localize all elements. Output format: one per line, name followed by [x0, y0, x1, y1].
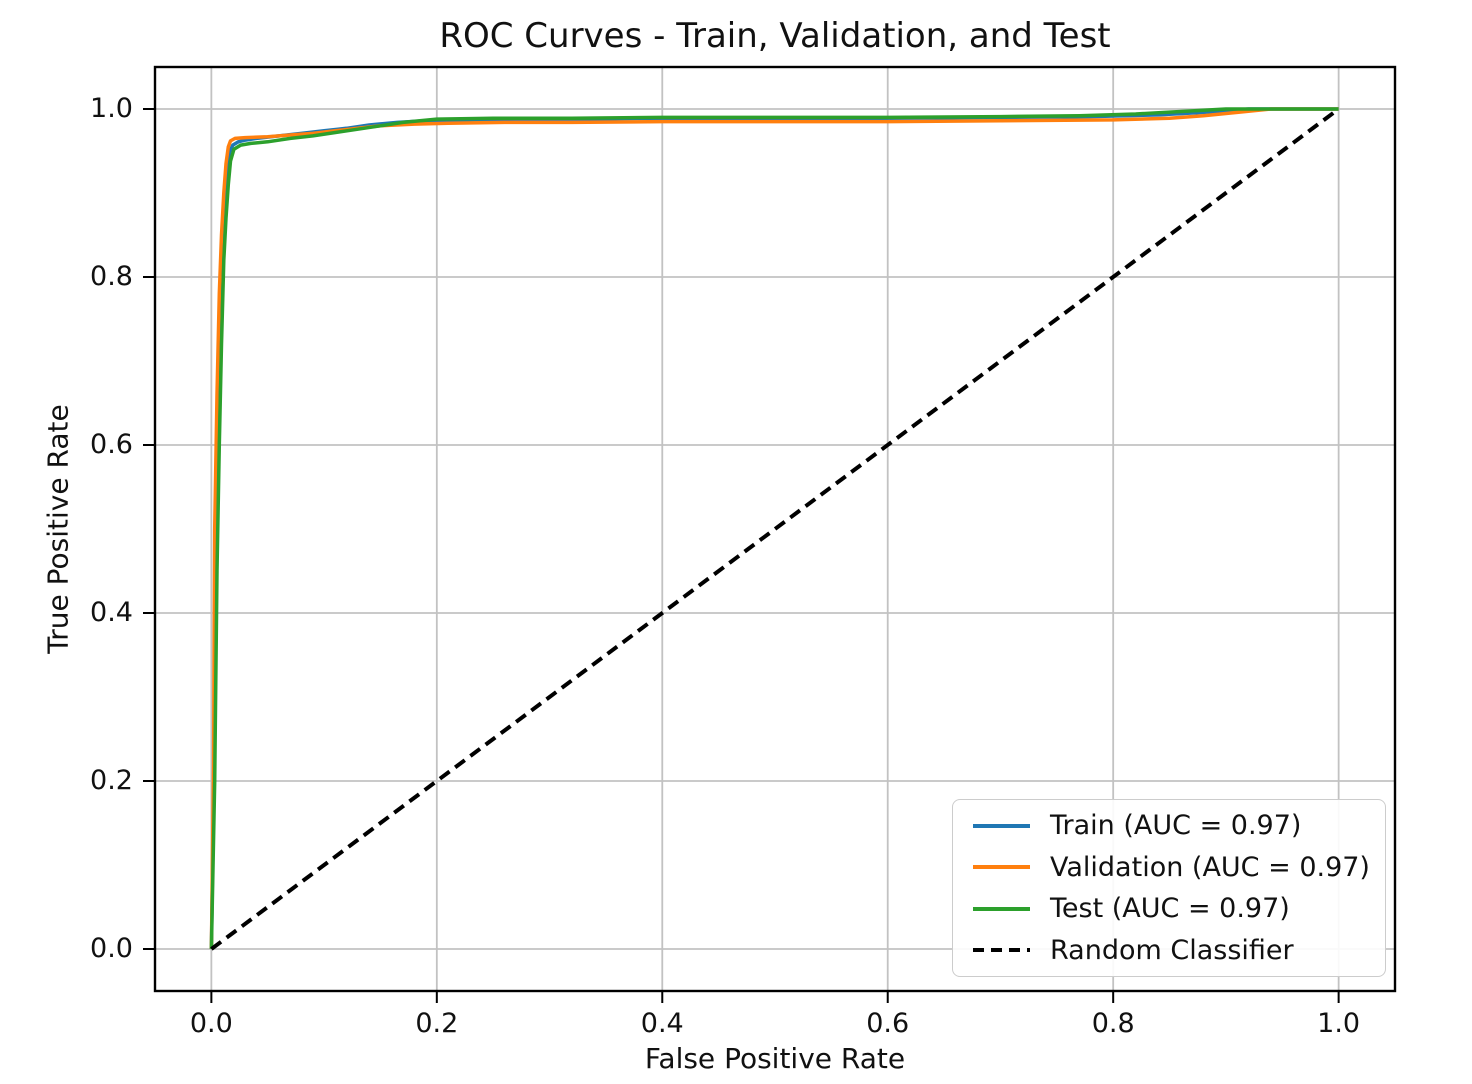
- train-line-sample: [973, 823, 1030, 828]
- legend-label-test: Test (AUC = 0.97): [1050, 893, 1290, 925]
- x-tick-label: 1.0: [1317, 1008, 1361, 1039]
- y-tick-label: 0.6: [90, 429, 133, 460]
- curve-random-classifier: [210, 107, 1340, 951]
- legend-item-validation: Validation (AUC = 0.97): [953, 852, 1385, 883]
- x-axis-label: False Positive Rate: [644, 1042, 906, 1075]
- curve-test: [209, 107, 1339, 950]
- x-tick-label: 0.4: [640, 1008, 684, 1039]
- legend-item-test: Test (AUC = 0.97): [953, 893, 1385, 924]
- legend: Train (AUC = 0.97) Validation (AUC = 0.9…: [952, 799, 1386, 977]
- legend-item-train: Train (AUC = 0.97): [953, 810, 1385, 841]
- x-tick-label: 0.0: [189, 1008, 233, 1039]
- plot-border: [153, 65, 1397, 993]
- x-tick-label: 0.2: [415, 1008, 459, 1039]
- legend-label-validation: Validation (AUC = 0.97): [1050, 851, 1370, 883]
- random-classifier-line-sample: [973, 948, 1030, 953]
- y-tick-label: 0.0: [90, 933, 133, 964]
- x-tick-label: 0.6: [866, 1008, 910, 1039]
- legend-label-train: Train (AUC = 0.97): [1050, 810, 1302, 842]
- legend-item-random-classifier: Random Classifier: [953, 935, 1385, 966]
- chart-title: ROC Curves - Train, Validation, and Test: [439, 16, 1111, 56]
- validation-line-sample: [973, 865, 1030, 870]
- y-tick-label: 0.4: [90, 597, 133, 628]
- y-tick-label: 0.8: [90, 261, 133, 292]
- y-tick-label: 0.2: [90, 765, 133, 796]
- legend-label-random-classifier: Random Classifier: [1050, 934, 1294, 966]
- test-line-sample: [973, 906, 1030, 911]
- y-tick-label: 1.0: [90, 93, 133, 124]
- x-tick-label: 0.8: [1091, 1008, 1135, 1039]
